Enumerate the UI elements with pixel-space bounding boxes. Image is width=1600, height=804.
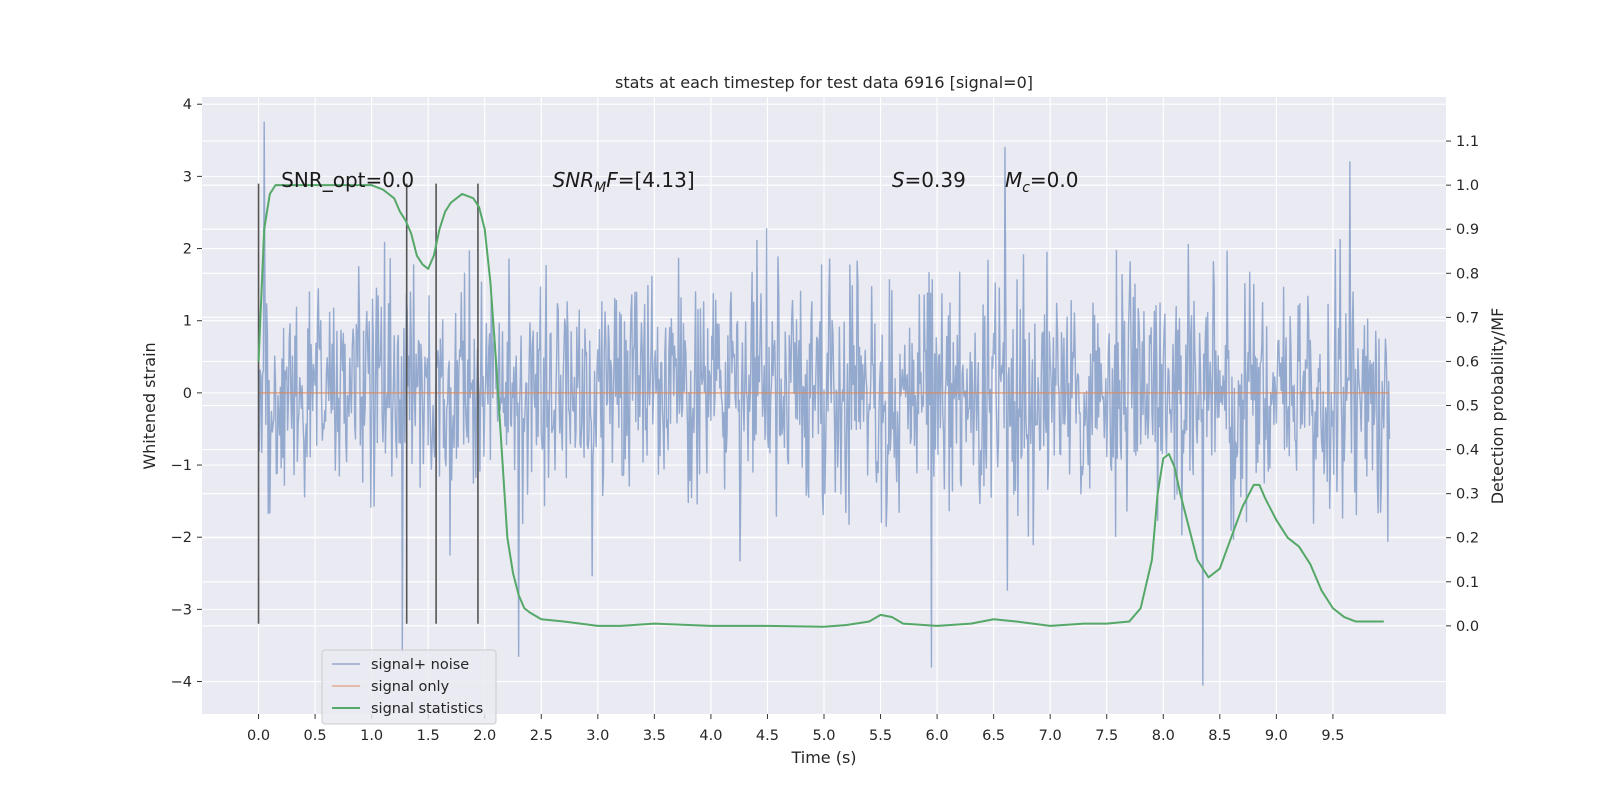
y-tick-label: 4 xyxy=(183,97,192,113)
y2-tick-label: 0.9 xyxy=(1456,222,1479,238)
chart-title: stats at each timestep for test data 691… xyxy=(615,73,1033,92)
y-tick-label: 0 xyxy=(183,386,192,402)
y-tick-label: 3 xyxy=(183,169,192,185)
x-tick-label: 3.5 xyxy=(643,728,666,744)
x-tick-label: 6.0 xyxy=(926,728,949,744)
x-tick-label: 7.0 xyxy=(1039,728,1062,744)
x-tick-label: 0.0 xyxy=(247,728,270,744)
x-tick-label: 2.0 xyxy=(473,728,496,744)
x-tick-label: 2.5 xyxy=(530,728,553,744)
x-tick-label: 4.0 xyxy=(699,728,722,744)
plot-layer xyxy=(257,121,1391,686)
y-tick-label: −2 xyxy=(171,530,192,546)
legend: signal+ noise signal only signal statist… xyxy=(321,649,497,725)
y-tick-label: −1 xyxy=(171,458,192,474)
y2-tick-label: 1.1 xyxy=(1456,134,1479,150)
x-tick-label: 8.5 xyxy=(1208,728,1231,744)
y-axis-label: Whitened strain xyxy=(140,342,159,469)
y2-tick-label: 0.3 xyxy=(1456,487,1479,503)
y2-tick-label: 0.8 xyxy=(1456,266,1479,282)
x-tick-label: 7.5 xyxy=(1095,728,1118,744)
y2-tick-label: 0.6 xyxy=(1456,354,1479,370)
x-tick-label: 1.0 xyxy=(360,728,383,744)
legend-label-signal-statistics: signal statistics xyxy=(371,701,483,717)
x-tick-label: 9.0 xyxy=(1265,728,1288,744)
x-tick-label: 4.5 xyxy=(756,728,779,744)
x-tick-label: 5.0 xyxy=(812,728,835,744)
y2-tick-label: 0.4 xyxy=(1456,443,1479,459)
annotation-text: SNR_opt=0.0 xyxy=(281,168,414,192)
y-tick-label: −3 xyxy=(171,602,192,618)
annotation-text: S=0.39 xyxy=(892,168,966,192)
annotation-text: SNRMF=[4.13] xyxy=(553,168,695,196)
y2-tick-label: 0.2 xyxy=(1456,531,1479,547)
annotation-text: Mc=0.0 xyxy=(1005,168,1079,196)
y2-tick-label: 1.0 xyxy=(1456,178,1479,194)
x-tick-label: 9.5 xyxy=(1321,728,1344,744)
annotation-layer: SNR_opt=0.0 SNRMF=[4.13] S=0.39 Mc=0.0 xyxy=(281,168,1078,196)
axes-layer: 0.0 0.5 1.0 1.5 2.0 2.5 3.0 3.5 4.0 4.5 5.0 5.5 6.0 6… xyxy=(171,97,1479,744)
series-line-signal-statistics xyxy=(257,184,1384,628)
legend-label-signal-noise: signal+ noise xyxy=(371,657,469,673)
y2-tick-label: 0.7 xyxy=(1456,310,1479,326)
y-tick-label: 1 xyxy=(183,314,192,330)
legend-label-signal-only: signal only xyxy=(371,679,450,695)
y2-tick-label: 0.1 xyxy=(1456,575,1479,591)
y-tick-label: 2 xyxy=(183,242,192,258)
y2-tick-label: 0.0 xyxy=(1456,619,1479,635)
y2-tick-label: 0.5 xyxy=(1456,399,1479,415)
x-tick-label: 5.5 xyxy=(869,728,892,744)
x-tick-label: 8.0 xyxy=(1152,728,1175,744)
x-tick-label: 6.5 xyxy=(982,728,1005,744)
x-tick-label: 3.0 xyxy=(586,728,609,744)
y2-axis-label: Detection probability/MF xyxy=(1488,308,1507,505)
series-line-signal-noise xyxy=(257,121,1391,686)
x-tick-label: 1.5 xyxy=(417,728,440,744)
legend-box xyxy=(321,649,497,725)
y-tick-label: −4 xyxy=(171,675,192,691)
x-tick-label: 0.5 xyxy=(304,728,327,744)
x-axis-label: Time (s) xyxy=(790,748,856,767)
